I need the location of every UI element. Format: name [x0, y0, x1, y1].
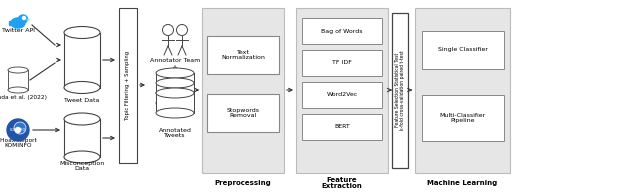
- FancyBboxPatch shape: [9, 21, 15, 25]
- FancyBboxPatch shape: [8, 70, 28, 90]
- Text: BERT: BERT: [334, 124, 350, 130]
- Ellipse shape: [64, 26, 100, 38]
- Ellipse shape: [156, 98, 194, 108]
- Ellipse shape: [11, 18, 25, 28]
- Circle shape: [15, 127, 21, 133]
- Text: Bag of Words: Bag of Words: [321, 29, 363, 34]
- Ellipse shape: [156, 88, 194, 98]
- Text: TF IDF: TF IDF: [332, 60, 352, 65]
- Ellipse shape: [64, 81, 100, 93]
- Text: Feature
Extraction: Feature Extraction: [322, 177, 362, 190]
- Text: Tweet Data: Tweet Data: [64, 97, 100, 102]
- Text: Twitter API: Twitter API: [1, 28, 35, 33]
- Text: Topic Filtering + Sampling: Topic Filtering + Sampling: [125, 50, 131, 119]
- Text: Preprocessing: Preprocessing: [214, 180, 271, 186]
- FancyBboxPatch shape: [392, 13, 408, 168]
- Ellipse shape: [8, 67, 28, 73]
- FancyBboxPatch shape: [296, 8, 388, 173]
- Text: Annotator Team: Annotator Team: [150, 58, 200, 63]
- Ellipse shape: [8, 87, 28, 93]
- Text: Multi-Classifier
Pipeline: Multi-Classifier Pipeline: [440, 113, 486, 123]
- Text: Machine Learning: Machine Learning: [428, 180, 498, 186]
- Text: Single Classifier: Single Classifier: [438, 47, 488, 52]
- Ellipse shape: [156, 68, 194, 78]
- Ellipse shape: [156, 108, 194, 118]
- Polygon shape: [27, 19, 31, 21]
- FancyBboxPatch shape: [64, 119, 100, 157]
- Text: Banda et al. (2022): Banda et al. (2022): [0, 96, 47, 101]
- Circle shape: [177, 25, 188, 36]
- Text: Stopwords
Removal: Stopwords Removal: [227, 108, 259, 118]
- Ellipse shape: [19, 15, 28, 23]
- FancyBboxPatch shape: [207, 36, 279, 74]
- Circle shape: [7, 119, 29, 141]
- Text: Word2Vec: Word2Vec: [326, 92, 358, 97]
- Text: Feature Selection Statistical Test
k-fold cross-validation paired t-test: Feature Selection Statistical Test k-fol…: [395, 50, 405, 130]
- FancyBboxPatch shape: [156, 93, 194, 113]
- Text: Misconception
Data: Misconception Data: [60, 161, 104, 171]
- FancyBboxPatch shape: [302, 82, 382, 108]
- Text: Annotated
Tweets: Annotated Tweets: [159, 128, 191, 138]
- Text: Text
Normalization: Text Normalization: [221, 50, 265, 60]
- FancyBboxPatch shape: [64, 32, 100, 87]
- Circle shape: [14, 122, 26, 134]
- Circle shape: [163, 25, 173, 36]
- FancyBboxPatch shape: [422, 95, 504, 141]
- FancyBboxPatch shape: [202, 8, 284, 173]
- FancyBboxPatch shape: [415, 8, 510, 173]
- FancyBboxPatch shape: [156, 83, 194, 103]
- FancyBboxPatch shape: [302, 18, 382, 44]
- FancyBboxPatch shape: [422, 31, 504, 69]
- Ellipse shape: [64, 151, 100, 163]
- Ellipse shape: [156, 78, 194, 88]
- FancyBboxPatch shape: [302, 50, 382, 76]
- Ellipse shape: [156, 88, 194, 98]
- Text: Hoax Report
KOMINFO: Hoax Report KOMINFO: [0, 138, 36, 148]
- Text: KOMINFO: KOMINFO: [10, 128, 26, 132]
- Circle shape: [22, 16, 26, 19]
- FancyBboxPatch shape: [119, 8, 137, 163]
- FancyBboxPatch shape: [302, 114, 382, 140]
- Ellipse shape: [64, 113, 100, 125]
- FancyBboxPatch shape: [156, 73, 194, 93]
- FancyBboxPatch shape: [207, 94, 279, 132]
